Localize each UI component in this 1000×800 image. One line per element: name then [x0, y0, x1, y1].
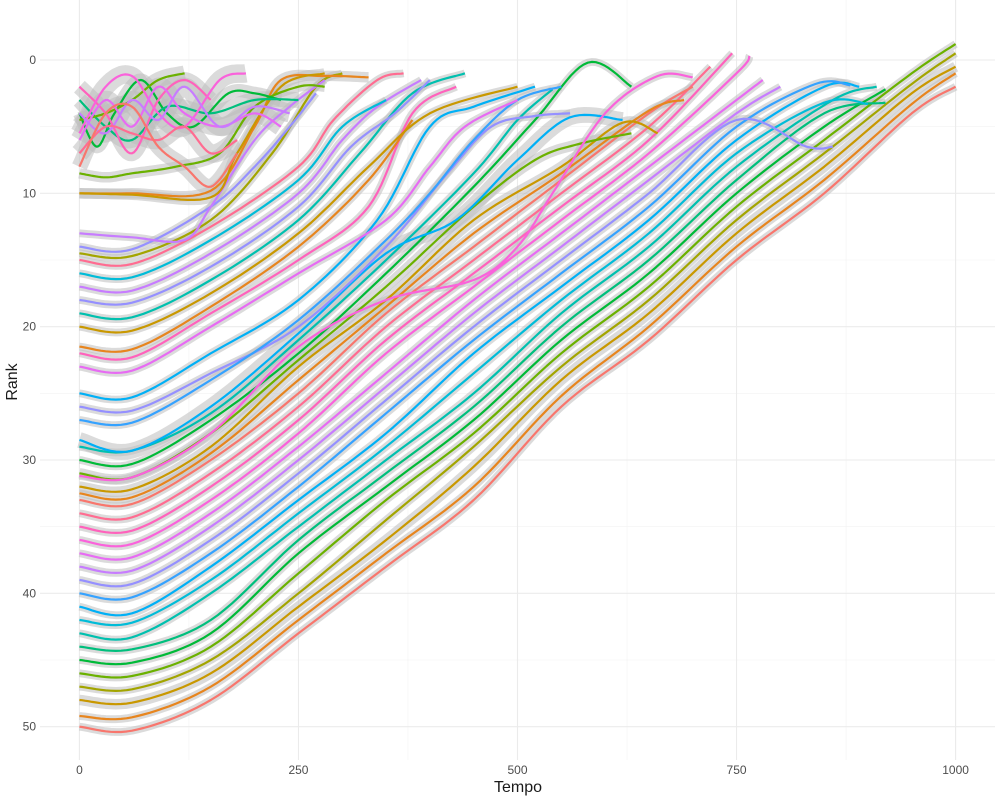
y-axis-title: Rank — [4, 362, 21, 400]
series-line — [79, 43, 957, 679]
x-axis-ticks: 0 250 500 750 1000 — [76, 763, 969, 777]
series-line — [79, 85, 562, 427]
series-line — [79, 52, 957, 692]
series-line — [79, 72, 957, 721]
series-line — [79, 113, 623, 453]
series-line — [79, 85, 877, 641]
series-line — [78, 124, 238, 155]
series-line — [79, 72, 404, 267]
x-tick-label: 0 — [76, 763, 83, 777]
x-tick-label: 500 — [507, 763, 527, 777]
series-line — [78, 78, 212, 155]
series-line — [79, 65, 957, 706]
series-line — [79, 55, 751, 548]
series-line — [78, 85, 290, 135]
series-line — [79, 79, 764, 561]
series-line — [79, 98, 685, 501]
series-line — [79, 85, 518, 334]
series-line — [79, 119, 414, 353]
series-line — [79, 85, 457, 361]
y-tick-label: 50 — [23, 720, 37, 734]
y-tick-label: 30 — [23, 453, 37, 467]
series-line — [79, 80, 851, 601]
series-line — [78, 78, 282, 148]
series-line — [78, 85, 282, 141]
series-line — [79, 99, 387, 281]
series-line — [79, 79, 431, 306]
series-line — [79, 117, 833, 588]
series-line — [79, 85, 536, 401]
y-axis-ticks: 0 10 20 30 40 50 — [23, 53, 37, 734]
series-line — [79, 79, 326, 243]
x-tick-label: 1000 — [942, 763, 969, 777]
y-tick-label: 10 — [23, 186, 37, 200]
series-line — [78, 72, 247, 134]
x-axis-title: Tempo — [494, 779, 542, 796]
series-line — [79, 72, 466, 321]
series-line — [79, 81, 860, 617]
x-tick-label: 250 — [288, 763, 308, 777]
series-line — [79, 85, 957, 734]
series-line — [79, 101, 886, 652]
series-line — [79, 72, 693, 482]
series-line — [79, 98, 869, 627]
series-line — [79, 79, 422, 294]
series-line — [79, 73, 369, 198]
series-line — [79, 85, 694, 508]
series-line — [79, 60, 633, 468]
y-tick-label: 0 — [29, 53, 36, 67]
series-line — [78, 102, 239, 188]
series-line — [79, 99, 518, 374]
x-tick-label: 750 — [727, 763, 747, 777]
series-line — [79, 92, 317, 253]
y-tick-label: 40 — [23, 586, 37, 600]
series-lines — [78, 43, 957, 734]
series-line — [79, 88, 887, 666]
y-tick-label: 20 — [23, 320, 37, 334]
series-line — [79, 65, 712, 521]
series-line — [79, 84, 325, 179]
series-line — [79, 85, 781, 574]
series-line — [79, 72, 325, 201]
series-line — [79, 112, 571, 414]
series-line — [79, 52, 733, 534]
